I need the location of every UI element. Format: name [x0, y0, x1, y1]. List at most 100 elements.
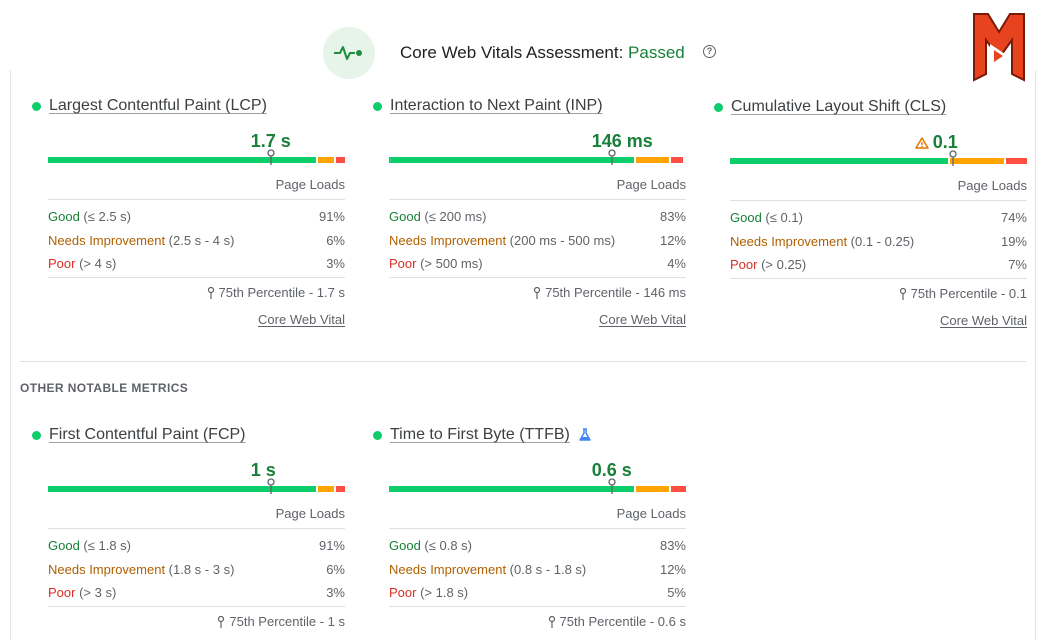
distribution-label: Poor (> 0.25): [730, 257, 806, 272]
percentile-text: 75th Percentile - 1.7 s: [218, 285, 345, 300]
percentile-marker-icon: [608, 149, 616, 165]
assessment-title-text: Core Web Vitals Assessment:: [400, 43, 629, 62]
distribution-row: Needs Improvement (2.5 s - 4 s) 6%: [48, 229, 345, 253]
distribution-row: Good (≤ 0.8 s) 83%: [389, 534, 686, 558]
warning-icon: [915, 137, 929, 149]
distribution-label: Needs Improvement (0.1 - 0.25): [730, 234, 914, 249]
core-web-vital-link[interactable]: Core Web Vital: [258, 312, 345, 327]
distribution-label: Good (≤ 2.5 s): [48, 209, 131, 224]
rating-percentage: 91%: [318, 209, 345, 225]
rating-percentage: 7%: [1008, 257, 1027, 273]
metric-value-row: 0.1: [730, 132, 1027, 154]
distribution-label: Needs Improvement (2.5 s - 4 s): [48, 233, 234, 248]
bar-poor: [1006, 158, 1027, 164]
page-loads-label: Page Loads: [957, 178, 1027, 193]
rating-percentage: 3%: [326, 585, 345, 601]
bar-good: [389, 486, 634, 492]
section-divider: [20, 361, 1026, 362]
distribution-label: Needs Improvement (1.8 s - 3 s): [48, 562, 234, 577]
metric-card-lcp: Largest Contentful Paint (LCP) 1.7 s Page…: [32, 95, 345, 335]
percentile-row: 75th Percentile - 0.6 s: [548, 614, 686, 629]
divider: [389, 277, 686, 278]
other-metrics-heading: OTHER NOTABLE METRICS: [20, 381, 189, 395]
bar-poor: [336, 486, 345, 492]
distribution-label: Good (≤ 0.8 s): [389, 538, 472, 553]
rating-label: Good: [48, 538, 80, 554]
metric-name-link[interactable]: Cumulative Layout Shift (CLS): [731, 98, 947, 115]
rating-percentage: 74%: [1000, 210, 1027, 226]
bar-needs-improvement: [949, 158, 1005, 164]
metric-value: 1.7 s: [250, 131, 291, 151]
metric-value: 0.1: [932, 132, 958, 152]
rating-label: Needs Improvement: [48, 232, 166, 248]
bar-needs-improvement: [635, 486, 670, 492]
rating-percentage: 3%: [326, 256, 345, 272]
metric-name-link[interactable]: Interaction to Next Paint (INP): [390, 97, 603, 114]
core-web-vital-link[interactable]: Core Web Vital: [940, 313, 1027, 328]
metric-value-row: 1.7 s: [48, 131, 345, 153]
core-web-vital-link[interactable]: Core Web Vital: [599, 312, 686, 327]
rating-range: (> 1.8 s): [416, 585, 469, 601]
divider: [730, 200, 1027, 201]
distribution-label: Poor (> 4 s): [48, 256, 116, 271]
metric-title-row: Cumulative Layout Shift (CLS): [714, 96, 946, 118]
rating-range: (1.8 s - 3 s): [165, 561, 235, 577]
divider: [730, 278, 1027, 279]
rating-range: (≤ 1.8 s): [79, 538, 132, 554]
bar-needs-improvement: [318, 486, 335, 492]
rating-percentage: 5%: [667, 585, 686, 601]
distribution-table: Good (≤ 200 ms) 83% Needs Improvement (2…: [389, 205, 686, 276]
rating-range: (0.8 s - 1.8 s): [506, 561, 587, 577]
rating-range: (≤ 200 ms): [420, 209, 487, 225]
rating-range: (> 0.25): [757, 257, 807, 273]
metric-title-row: Largest Contentful Paint (LCP): [32, 95, 267, 117]
divider: [48, 528, 345, 529]
bar-poor: [671, 486, 686, 492]
rating-percentage: 12%: [659, 232, 686, 248]
percentile-row: 75th Percentile - 146 ms: [533, 285, 686, 300]
rating-label: Needs Improvement: [48, 561, 166, 577]
metric-value: 0.6 s: [591, 460, 632, 480]
metric-title-row: Interaction to Next Paint (INP): [373, 95, 603, 117]
metric-value-row: 0.6 s: [389, 460, 686, 482]
rating-percentage: 12%: [659, 561, 686, 577]
distribution-table: Good (≤ 0.8 s) 83% Needs Improvement (0.…: [389, 534, 686, 605]
rating-range: (2.5 s - 4 s): [165, 232, 235, 248]
status-dot: [714, 102, 723, 112]
metric-name-link[interactable]: First Contentful Paint (FCP): [49, 426, 246, 443]
rating-label: Good: [730, 210, 762, 226]
rating-range: (200 ms - 500 ms): [506, 232, 616, 248]
percentile-row: 75th Percentile - 1.7 s: [207, 285, 345, 300]
distribution-table: Good (≤ 1.8 s) 91% Needs Improvement (1.…: [48, 534, 345, 605]
rating-label: Poor: [389, 585, 417, 601]
rating-label: Poor: [730, 257, 758, 273]
rating-percentage: 83%: [659, 538, 686, 554]
bar-good: [730, 158, 948, 164]
distribution-row: Needs Improvement (0.1 - 0.25) 19%: [730, 230, 1027, 254]
distribution-label: Poor (> 3 s): [48, 585, 116, 600]
rating-range: (≤ 0.1): [761, 210, 803, 226]
metric-name-link[interactable]: Time to First Byte (TTFB): [390, 426, 570, 443]
help-icon[interactable]: ?: [703, 45, 716, 58]
divider: [48, 606, 345, 607]
distribution-label: Needs Improvement (0.8 s - 1.8 s): [389, 562, 586, 577]
distribution-label: Good (≤ 1.8 s): [48, 538, 131, 553]
percentile-row: 75th Percentile - 0.1: [899, 286, 1027, 301]
distribution-row: Needs Improvement (200 ms - 500 ms) 12%: [389, 229, 686, 253]
percentile-marker-icon: [949, 150, 957, 166]
rating-label: Poor: [48, 585, 76, 601]
pin-icon: [207, 286, 214, 299]
percentile-text: 75th Percentile - 0.6 s: [559, 614, 686, 629]
distribution-label: Needs Improvement (200 ms - 500 ms): [389, 233, 615, 248]
distribution-label: Poor (> 1.8 s): [389, 585, 468, 600]
flask-icon: [579, 428, 591, 441]
rating-label: Needs Improvement: [389, 561, 507, 577]
metric-card-ttfb: Time to First Byte (TTFB) 0.6 s Page Load…: [373, 424, 686, 640]
rating-percentage: 83%: [659, 209, 686, 225]
pin-icon: [218, 615, 225, 628]
rating-label: Needs Improvement: [389, 232, 507, 248]
distribution-bar: [48, 149, 345, 165]
metric-name-link[interactable]: Largest Contentful Paint (LCP): [49, 97, 267, 114]
percentile-text: 75th Percentile - 1 s: [229, 614, 345, 629]
rating-label: Good: [389, 209, 421, 225]
